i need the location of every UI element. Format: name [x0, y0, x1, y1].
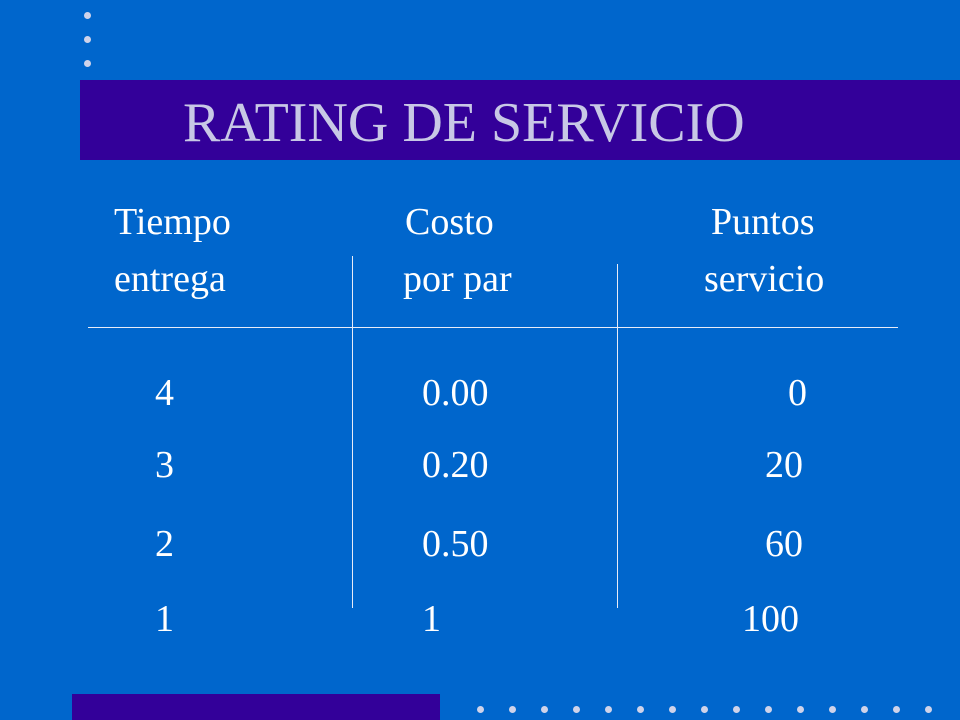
decorative-dot — [701, 706, 708, 713]
header-costo-line2: por par — [403, 258, 512, 300]
decorative-dot — [605, 706, 612, 713]
cell-puntos: 0 — [788, 372, 807, 414]
decorative-dot — [925, 706, 932, 713]
header-puntos-line2: servicio — [704, 258, 825, 300]
decorative-dot — [733, 706, 740, 713]
decorative-dot — [669, 706, 676, 713]
decorative-dot — [893, 706, 900, 713]
header-tiempo-line2: entrega — [114, 258, 226, 300]
header-costo-line1: Costo — [405, 201, 494, 243]
cell-tiempo: 3 — [155, 444, 174, 486]
cell-tiempo: 1 — [155, 598, 174, 640]
cell-tiempo: 2 — [155, 523, 174, 565]
cell-tiempo: 4 — [155, 372, 174, 414]
cell-puntos: 60 — [765, 523, 803, 565]
decorative-dot — [861, 706, 868, 713]
decorative-dot — [541, 706, 548, 713]
bottom-accent-bar — [72, 694, 440, 720]
decorative-dot — [573, 706, 580, 713]
decorative-dot — [765, 706, 772, 713]
decorative-dot — [797, 706, 804, 713]
decorative-dot — [477, 706, 484, 713]
cell-costo: 1 — [422, 598, 441, 640]
decorative-dot — [509, 706, 516, 713]
cell-puntos: 100 — [742, 598, 799, 640]
column-divider-left — [352, 256, 353, 608]
header-tiempo-line1: Tiempo — [114, 201, 231, 243]
decorative-dot — [84, 12, 91, 19]
header-puntos-line1: Puntos — [711, 201, 815, 243]
decorative-dot — [637, 706, 644, 713]
cell-puntos: 20 — [765, 444, 803, 486]
title-bar — [80, 80, 960, 160]
header-divider — [88, 327, 898, 328]
cell-costo: 0.00 — [422, 372, 489, 414]
decorative-dot — [829, 706, 836, 713]
cell-costo: 0.50 — [422, 523, 489, 565]
slide-title: RATING DE SERVICIO — [183, 92, 745, 154]
decorative-dot — [84, 36, 91, 43]
cell-costo: 0.20 — [422, 444, 489, 486]
decorative-dot — [84, 60, 91, 67]
column-divider-right — [617, 264, 618, 608]
